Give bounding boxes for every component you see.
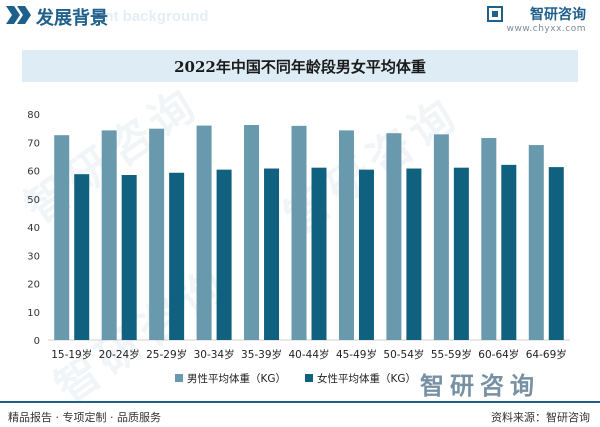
- bar-male: [291, 125, 307, 341]
- brand-logo-icon: [486, 6, 503, 22]
- y-tick-label: 10: [27, 308, 40, 319]
- chart-title: 2022年中国不同年龄段男女平均体重: [174, 57, 426, 76]
- section-title: 发展背景: [36, 8, 108, 29]
- x-tick-label: 50-54岁: [383, 348, 424, 361]
- bar-female: [501, 164, 517, 340]
- bar-male: [433, 134, 449, 340]
- bar-male: [101, 130, 117, 340]
- bar-female: [216, 169, 232, 340]
- x-tick-label: 35-39岁: [241, 348, 282, 361]
- bar-male: [481, 138, 497, 340]
- y-tick-label: 60: [27, 167, 40, 178]
- x-tick-label: 15-19岁: [51, 348, 92, 361]
- x-tick-label: 20-24岁: [99, 348, 140, 361]
- footer: 精品报告 · 专项定制 · 品质服务 资料来源：智研咨询: [0, 401, 600, 427]
- y-tick-label: 50: [27, 195, 40, 206]
- bar-female: [453, 167, 469, 340]
- bar-male: [196, 125, 212, 340]
- bar-chart: 0 10 20 30 40 50 60 70 80 15-19岁 20-24岁 25-29岁 30-34…: [27, 110, 570, 385]
- brand-name: 智研咨询: [530, 7, 586, 23]
- bar-male: [149, 128, 165, 340]
- chart-title-bar: 2022年中国不同年龄段男女平均体重: [22, 50, 578, 82]
- x-tick-label: 25-29岁: [146, 348, 187, 361]
- x-tick-label: 60-64岁: [478, 348, 519, 361]
- bar-female: [406, 168, 422, 340]
- brand: 智研咨询 www.chyxx.com: [486, 4, 586, 34]
- x-tick-label: 45-49岁: [336, 348, 377, 361]
- bar-female: [358, 169, 374, 340]
- legend-swatch: [305, 374, 313, 382]
- bar-female: [311, 167, 327, 340]
- bar-female: [548, 167, 564, 340]
- double-chevron-icon: [6, 6, 31, 24]
- bar-male: [54, 135, 70, 340]
- x-tick-label: 30-34岁: [194, 348, 235, 361]
- bar-male: [528, 145, 544, 340]
- bar-male: [338, 130, 354, 340]
- y-tick-label: 70: [27, 138, 40, 149]
- y-tick-label: 40: [27, 223, 40, 234]
- y-tick-label: 20: [27, 280, 40, 291]
- bar-male: [244, 125, 260, 340]
- x-tick-label: 55-59岁: [431, 348, 472, 361]
- y-tick-label: 0: [34, 336, 40, 347]
- x-tick-label: 64-69岁: [526, 348, 567, 361]
- section-subtitle: ent background: [96, 8, 209, 25]
- bar-female: [121, 175, 137, 340]
- bar-female: [264, 168, 280, 340]
- x-tick-label: 40-44岁: [288, 348, 329, 361]
- footer-logo: 智研咨询: [420, 372, 540, 400]
- brand-url: www.chyxx.com: [506, 24, 586, 34]
- bar-male: [386, 133, 402, 340]
- legend-swatch: [175, 374, 183, 382]
- data-source: 资料来源：智研咨询: [491, 411, 590, 424]
- bar-female: [169, 172, 185, 340]
- legend-label: 男性平均体重（KG）: [187, 372, 286, 385]
- y-tick-label: 80: [27, 110, 40, 121]
- legend-label: 女性平均体重（KG）: [317, 372, 416, 385]
- bar-female: [74, 174, 90, 340]
- footer-tagline: 精品报告 · 专项定制 · 品质服务: [8, 411, 161, 424]
- y-tick-label: 30: [27, 251, 40, 262]
- header: ent background 发展背景 智研咨询 www.chyxx.com: [0, 0, 600, 40]
